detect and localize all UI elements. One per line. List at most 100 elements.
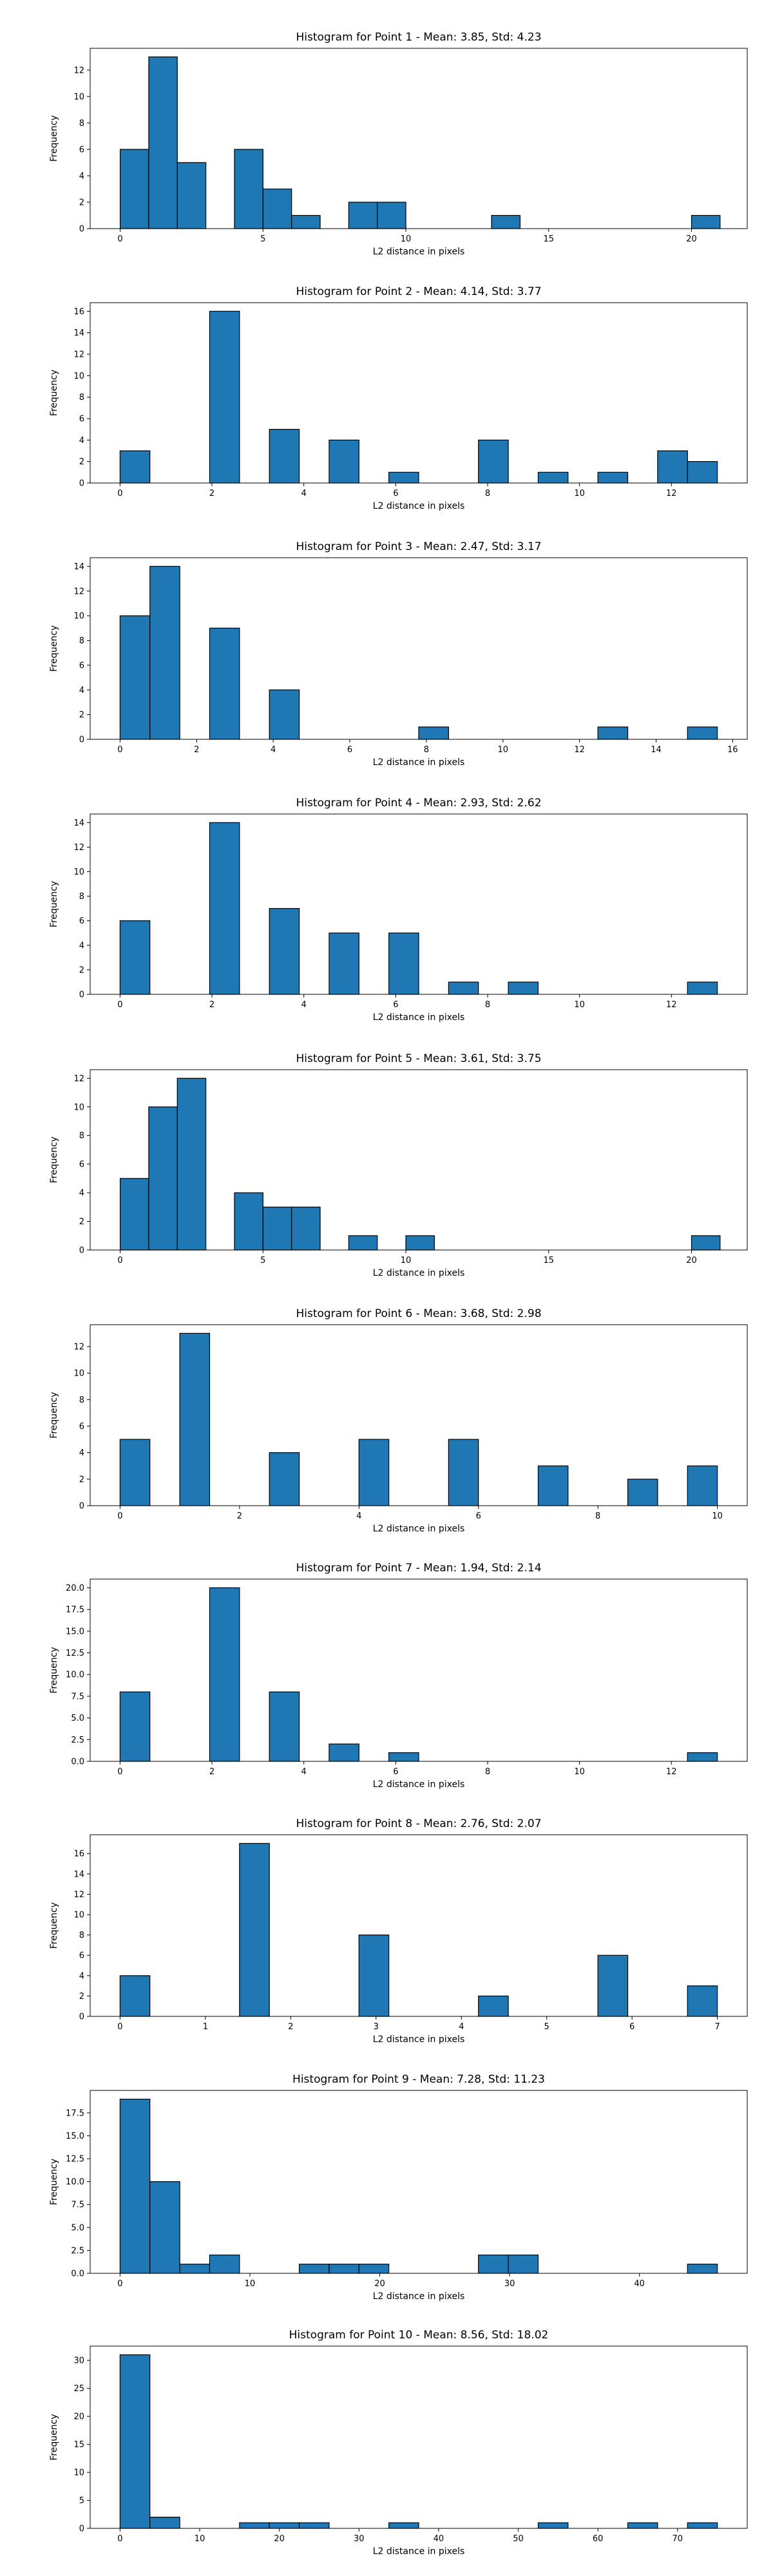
x-axis-label: L2 distance in pixels — [373, 2291, 465, 2302]
plot-frame — [90, 1578, 748, 1762]
y-tick-label: 14 — [73, 1870, 84, 1879]
chart-title: Histogram for Point 6 - Mean: 3.68, Std:… — [296, 1307, 541, 1320]
x-tick-label: 15 — [544, 234, 555, 244]
y-tick-label: 10 — [73, 1911, 84, 1920]
histogram-bar — [329, 933, 359, 995]
histogram-bar — [478, 439, 509, 484]
y-axis-label: Frequency — [49, 625, 59, 672]
histogram-bar — [348, 202, 378, 229]
y-tick-label: 2.5 — [71, 2246, 84, 2256]
y-axis-label: Frequency — [49, 115, 59, 162]
x-tick-label: 14 — [651, 745, 662, 755]
x-axis-label: L2 distance in pixels — [373, 1012, 465, 1023]
x-tick-label: 2 — [237, 1511, 242, 1521]
histogram-bar — [119, 450, 151, 484]
y-tick-label: 6 — [79, 1951, 84, 1961]
histogram-bar — [209, 822, 240, 995]
histogram-bar — [269, 689, 300, 740]
histogram-bar — [329, 1743, 359, 1762]
histogram-panel-8: Histogram for Point 8 - Mean: 2.76, Std:… — [49, 1817, 748, 2045]
chart-title: Histogram for Point 7 - Mean: 1.94, Std:… — [296, 1562, 541, 1575]
histogram-bar — [269, 1452, 300, 1506]
histogram-bar — [269, 1691, 300, 1762]
y-tick-label: 5.0 — [71, 2223, 84, 2233]
y-tick-label: 8 — [79, 118, 84, 128]
y-tick-label: 6 — [79, 916, 84, 926]
plot-frame — [90, 1834, 748, 2017]
x-tick-label: 20 — [686, 1256, 697, 1265]
x-axis-label: L2 distance in pixels — [373, 1524, 465, 1534]
histogram-bar — [348, 1235, 378, 1251]
y-tick-label: 4 — [79, 941, 84, 951]
y-tick-label: 10 — [73, 372, 84, 381]
histogram-bar — [537, 2522, 569, 2529]
histogram-bar — [179, 2264, 211, 2274]
histogram-bar — [269, 2522, 300, 2529]
histogram-bar — [234, 1192, 263, 1251]
histogram-bar — [209, 1587, 240, 1762]
histogram-bar — [687, 461, 718, 484]
histogram-bar — [179, 1332, 211, 1506]
histogram-bar — [597, 471, 629, 484]
y-tick-label: 10 — [73, 1369, 84, 1379]
chart-title: Histogram for Point 5 - Mean: 3.61, Std:… — [296, 1052, 541, 1065]
x-tick-label: 4 — [459, 2022, 464, 2032]
x-tick-label: 4 — [301, 1000, 307, 1010]
x-tick-label: 0 — [117, 745, 122, 755]
y-tick-label: 12 — [73, 1074, 84, 1084]
histogram-bar — [291, 214, 321, 229]
x-tick-label: 0 — [117, 1000, 122, 1010]
histogram-bar — [119, 149, 149, 229]
histogram-bar — [691, 214, 721, 229]
y-tick-label: 2 — [79, 198, 84, 207]
histogram-bar — [597, 1955, 629, 2017]
y-tick-label: 2 — [79, 457, 84, 467]
histogram-bar — [119, 1975, 151, 2017]
x-tick-label: 8 — [485, 489, 490, 498]
x-tick-label: 40 — [634, 2279, 645, 2289]
histogram-bar — [119, 1178, 149, 1251]
plot-frame — [90, 2345, 748, 2529]
x-axis-label: L2 distance in pixels — [373, 1779, 465, 1790]
y-tick-label: 4 — [79, 1971, 84, 1981]
chart-title: Histogram for Point 10 - Mean: 8.56, Std… — [289, 2329, 549, 2342]
y-tick-label: 0 — [79, 990, 84, 1000]
x-tick-label: 10 — [497, 745, 508, 755]
y-tick-label: 8 — [79, 892, 84, 902]
x-tick-label: 0 — [117, 1767, 122, 1777]
plot-frame — [90, 1069, 748, 1251]
histogram-bar — [508, 981, 539, 995]
y-axis-label: Frequency — [49, 1902, 59, 1949]
y-tick-label: 8 — [79, 1132, 84, 1141]
histogram-bar — [234, 149, 263, 229]
plot-frame — [90, 302, 748, 484]
plot-frame — [90, 557, 748, 740]
x-tick-label: 20 — [686, 234, 697, 244]
y-tick-label: 10 — [73, 92, 84, 102]
histogram-bar — [298, 2264, 330, 2274]
plot-frame — [90, 1324, 748, 1506]
y-tick-label: 5 — [79, 2496, 84, 2506]
histogram-bar — [149, 2517, 180, 2529]
x-tick-label: 12 — [574, 745, 585, 755]
histogram-bar — [687, 2522, 718, 2529]
histogram-bar — [291, 1206, 321, 1251]
y-tick-label: 0 — [79, 2524, 84, 2534]
chart-title: Histogram for Point 3 - Mean: 2.47, Std:… — [296, 540, 541, 553]
y-tick-label: 10 — [73, 612, 84, 621]
histogram-bar — [149, 565, 180, 740]
y-tick-label: 25 — [73, 2384, 84, 2394]
x-tick-label: 6 — [347, 745, 352, 755]
y-tick-label: 4 — [79, 686, 84, 696]
histogram-bar — [239, 2522, 270, 2529]
x-tick-label: 30 — [354, 2534, 365, 2544]
histogram-panel-5: Histogram for Point 5 - Mean: 3.61, Std:… — [49, 1052, 748, 1278]
y-tick-label: 12.5 — [66, 1649, 84, 1658]
histogram-panel-3: Histogram for Point 3 - Mean: 2.47, Std:… — [49, 540, 748, 768]
x-tick-label: 8 — [485, 1000, 490, 1010]
y-tick-label: 8 — [79, 1396, 84, 1405]
y-tick-label: 14 — [73, 562, 84, 572]
histogram-bar — [148, 1106, 178, 1251]
x-tick-label: 6 — [393, 489, 398, 498]
